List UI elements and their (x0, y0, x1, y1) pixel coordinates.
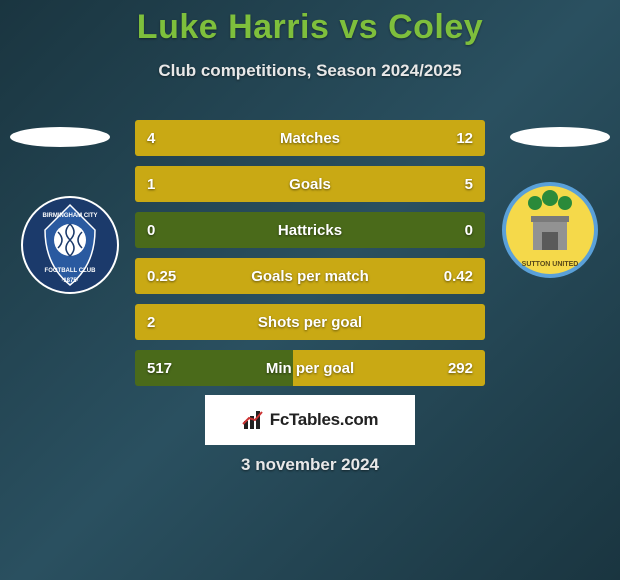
stat-value-left: 0 (147, 212, 155, 248)
stat-value-left: 2 (147, 304, 155, 340)
brand-label: FcTables.com (270, 410, 379, 430)
svg-text:BIRMINGHAM CITY: BIRMINGHAM CITY (43, 213, 98, 219)
stat-value-right: 12 (456, 120, 473, 156)
stat-label: Min per goal (135, 350, 485, 386)
stat-value-right: 0.42 (444, 258, 473, 294)
svg-text:FOOTBALL CLUB: FOOTBALL CLUB (45, 268, 97, 274)
stat-label: Goals (135, 166, 485, 202)
player-disc-right (510, 127, 610, 147)
stat-value-right: 292 (448, 350, 473, 386)
stat-row: Goals1 5 (135, 166, 485, 202)
brand-chart-icon (242, 409, 264, 431)
stat-value-left: 0.25 (147, 258, 176, 294)
stat-value-left: 1 (147, 166, 155, 202)
stat-label: Hattricks (135, 212, 485, 248)
stat-row: Min per goal517 292 (135, 350, 485, 386)
subtitle: Club competitions, Season 2024/2025 (0, 61, 620, 81)
stat-row: Shots per goal2 (135, 304, 485, 340)
stat-row: Matches4 12 (135, 120, 485, 156)
sutton-crest-icon: SUTTON UNITED (500, 165, 600, 295)
birmingham-crest-icon: BIRMINGHAM CITY FOOTBALL CLUB ·1875· (20, 180, 120, 310)
stat-value-left: 517 (147, 350, 172, 386)
club-crest-right: SUTTON UNITED (500, 165, 600, 295)
club-crest-left: BIRMINGHAM CITY FOOTBALL CLUB ·1875· (20, 180, 120, 310)
stat-label: Goals per match (135, 258, 485, 294)
stat-rows: Matches4 12 Goals1 5 Hattricks0 0 Goals per ma… (135, 120, 485, 396)
stat-row: Hattricks0 0 (135, 212, 485, 248)
svg-text:SUTTON UNITED: SUTTON UNITED (522, 261, 579, 268)
stat-label: Matches (135, 120, 485, 156)
svg-text:·1875·: ·1875· (61, 278, 78, 284)
stat-value-right: 5 (465, 166, 473, 202)
stat-value-right: 0 (465, 212, 473, 248)
date-label: 3 november 2024 (0, 455, 620, 475)
player-disc-left (10, 127, 110, 147)
stat-value-left: 4 (147, 120, 155, 156)
stat-row: Goals per match0.25 0.42 (135, 258, 485, 294)
page-title: Luke Harris vs Coley (0, 0, 620, 47)
brand-box: FcTables.com (205, 395, 415, 445)
stat-label: Shots per goal (135, 304, 485, 340)
